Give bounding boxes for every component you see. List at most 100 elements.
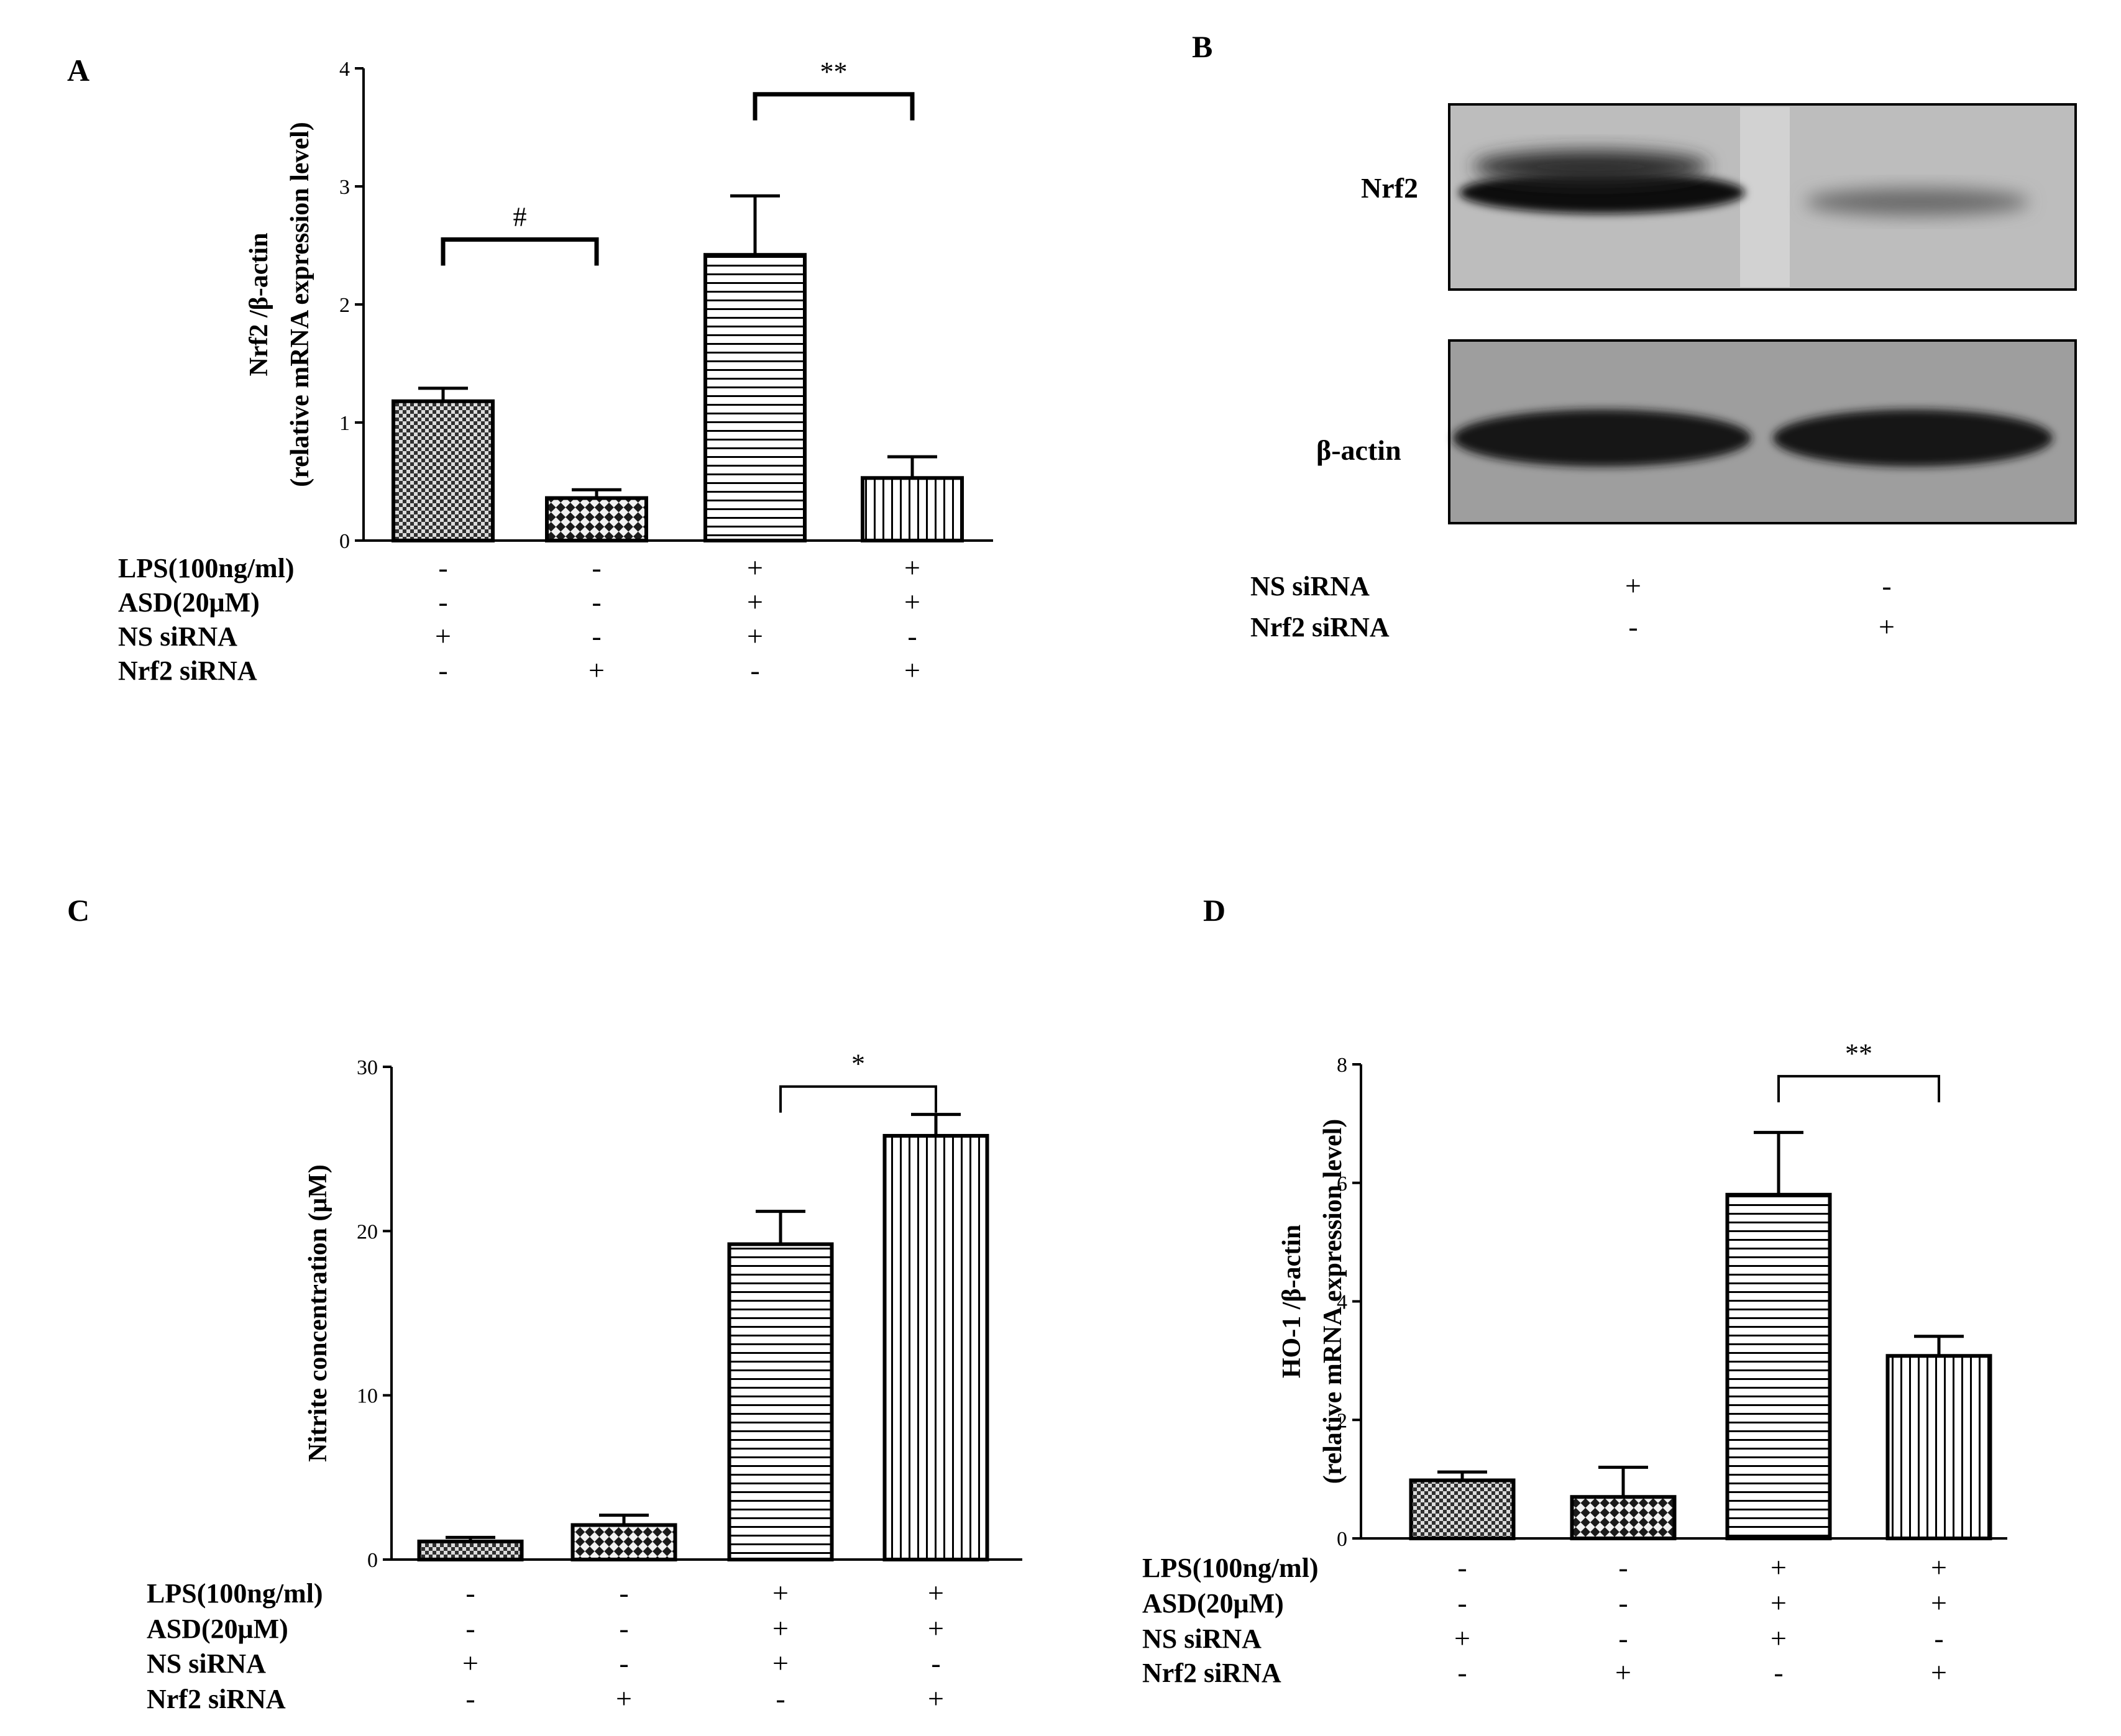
treatment-sign: + [772,1577,789,1609]
y-tick-label: 4 [339,58,350,81]
blot-row-nrf2-sirna: Nrf2 siRNA [1250,612,1390,642]
treatment-sign: - [907,620,917,652]
treatment-sign: - [465,1577,475,1609]
treatment-sign: + [928,1577,944,1609]
significance-bracket [441,237,599,266]
treatment-sign: - [592,620,601,652]
significance-bracket [1777,1075,1940,1103]
treatment-sign: - [1457,1656,1467,1688]
treatment-sign: - [465,1612,475,1644]
treatment-sign: - [438,552,447,583]
y-tick-label: 6 [1337,1172,1347,1195]
bar [861,476,964,542]
blot-sign: + [1879,611,1895,642]
y-tick-label: 0 [1337,1528,1347,1551]
significance-label: * [851,1049,865,1079]
treatment-sign: + [1931,1656,1947,1688]
treatment-sign: - [592,586,601,618]
treatment-sign: - [619,1612,628,1644]
y-tick-label: 1 [339,412,350,435]
y-tick-label: 3 [339,176,350,199]
treatment-sign: + [904,586,920,618]
y-tick-label: 20 [357,1220,378,1243]
y-tick-label: 0 [367,1549,378,1572]
panel-letter-a: A [67,53,89,88]
treatment-row-label: NS siRNA [147,1648,266,1679]
treatment-row-label: ASD(20μM) [147,1614,288,1644]
treatment-sign: + [747,620,763,652]
y-tick-label: 8 [1337,1054,1347,1077]
treatment-sign: - [1457,1551,1467,1583]
treatment-sign: - [1934,1622,1943,1654]
treatment-sign: - [750,654,759,686]
blot-row-ns-sirna: NS siRNA [1250,571,1370,601]
y-axis-title: Nitrite concentration (μM) [304,1164,332,1462]
treatment-row-label: LPS(100ng/ml) [147,1578,323,1609]
treatment-row-label: NS siRNA [1142,1624,1262,1654]
bar [570,1523,677,1561]
treatment-sign: - [1618,1551,1628,1583]
treatment-sign: - [592,552,601,583]
treatment-sign: + [747,552,763,583]
blot-actin-band-lane2 [1773,409,2053,467]
treatment-sign: - [1618,1622,1628,1654]
treatment-sign: - [619,1577,628,1609]
y-axis-subtitle: (relative mRNA expression level) [286,122,314,487]
bar [1570,1495,1677,1541]
treatment-sign: - [619,1647,628,1679]
bar [882,1134,989,1561]
significance-label: # [513,202,527,232]
treatment-row-label: LPS(100ng/ml) [118,553,295,583]
y-axis-title: Nrf2 /β-actin [245,233,273,377]
panel-letter-b: B [1192,29,1212,64]
treatment-row-label: NS siRNA [118,621,237,652]
y-tick-label: 2 [1337,1409,1347,1432]
chart-panel-c: 0 10 20 30 Nitrite concentration (μM) * LPS(10… [147,1049,1022,1714]
treatment-sign: + [772,1612,789,1644]
y-tick-label: 4 [1337,1291,1347,1314]
bar [1409,1478,1516,1540]
treatment-sign: + [435,620,451,652]
treatment-row-label: Nrf2 siRNA [118,656,257,686]
panel-letter-d: D [1203,893,1225,928]
treatment-sign: - [776,1683,785,1714]
treatment-sign: + [589,654,605,686]
blot-nrf2-lane-gap [1740,107,1790,287]
chart-panel-d: 0 2 4 6 8 HO-1 /β-actin (relative mRNA express… [1142,1038,2007,1688]
bar [545,496,648,542]
treatment-row-label: ASD(20μM) [1142,1588,1284,1619]
treatment-sign: - [1618,1587,1628,1619]
treatment-sign: + [747,586,763,618]
blot-nrf2-band-lane2 [1805,188,2029,216]
y-tick-label: 30 [357,1056,378,1079]
blot-sign: + [1625,570,1641,601]
treatment-row-label: Nrf2 siRNA [1142,1658,1281,1688]
treatment-sign: + [616,1683,632,1714]
treatment-sign: + [928,1683,944,1714]
blot-sign: - [1882,570,1891,601]
treatment-sign: + [1931,1551,1947,1583]
treatment-sign: + [928,1612,944,1644]
treatment-row-label: LPS(100ng/ml) [1142,1553,1319,1583]
treatment-sign: + [1771,1551,1787,1583]
significance-label: ** [1845,1038,1872,1069]
bar [1725,1192,1832,1540]
treatment-sign: - [1774,1656,1783,1688]
bar [727,1242,834,1561]
treatment-sign: - [1457,1587,1467,1619]
western-blot-panel-b: Nrf2 β-actin NS siRNA Nrf2 siRNA + - - + [1250,103,2077,642]
y-tick-label: 2 [339,294,350,317]
bar [392,399,495,542]
treatment-sign: + [1771,1622,1787,1654]
blot-nrf2-band-lane1-top [1473,150,1709,183]
y-tick-label: 10 [357,1385,378,1408]
treatment-sign: - [465,1683,475,1714]
significance-bracket [753,92,915,121]
blot-label-beta-actin: β-actin [1316,434,1401,466]
treatment-row-label: Nrf2 siRNA [147,1684,286,1714]
bar [1885,1354,1992,1541]
chart-panel-a: 0 1 2 3 4 Nrf2 /β-actin (relative mRNA express… [118,57,993,686]
significance-bracket [779,1085,937,1113]
treatment-row-label: ASD(20μM) [118,587,260,618]
blot-actin-band-lane1 [1453,409,1751,467]
